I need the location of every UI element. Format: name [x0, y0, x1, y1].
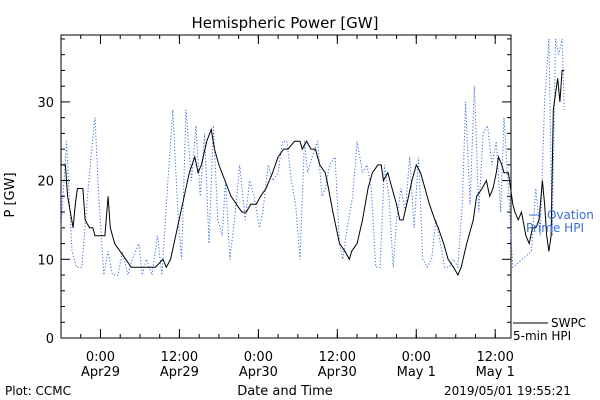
x-tick-time-label: 0:00	[402, 350, 431, 365]
x-tick-time-label: 0:00	[244, 350, 273, 365]
x-tick-time-label: 12:00	[161, 350, 198, 365]
footer-timestamp: 2019/05/01 19:55:21	[444, 384, 571, 398]
series-group	[60, 38, 565, 277]
y-tick-label: 0	[46, 332, 54, 347]
y-tick-label: 10	[37, 253, 54, 268]
chart-title: Hemispheric Power [GW]	[192, 14, 379, 32]
y-axis-label: P [GW]	[3, 172, 18, 217]
x-tick-date-label: May 1	[476, 365, 515, 380]
x-tick-date-label: Apr29	[160, 365, 199, 380]
footer-credit: Plot: CCMC	[5, 384, 71, 398]
x-tick-date-label: Apr30	[318, 365, 357, 380]
series-line-ovation-prime	[60, 38, 565, 276]
x-axis: 0:00Apr2912:00Apr290:00Apr3012:00Apr300:…	[60, 35, 515, 380]
legend-swpc: SWPC 5-min HPI	[513, 316, 586, 343]
x-axis-label: Date and Time	[237, 384, 333, 399]
plot-frame	[60, 34, 512, 339]
legend-swpc-label-2: 5-min HPI	[513, 329, 571, 343]
legend-ovation-label-1: Ovation	[547, 208, 594, 222]
series-line-swpc	[61, 69, 565, 277]
x-tick-date-label: May 1	[397, 365, 436, 380]
x-tick-time-label: 12:00	[476, 350, 513, 365]
x-tick-time-label: 12:00	[319, 350, 356, 365]
x-tick-time-label: 0:00	[86, 350, 115, 365]
legend-ovation: Ovation Prime HPI	[526, 208, 594, 235]
y-axis: 0 10 20 30	[37, 38, 511, 347]
legend-ovation-label-2: Prime HPI	[526, 221, 584, 235]
y-tick-label: 30	[37, 96, 54, 111]
x-tick-date-label: Apr29	[81, 365, 120, 380]
legend-swpc-label-1: SWPC	[551, 316, 586, 330]
y-tick-label: 20	[37, 175, 54, 190]
x-tick-date-label: Apr30	[239, 365, 278, 380]
